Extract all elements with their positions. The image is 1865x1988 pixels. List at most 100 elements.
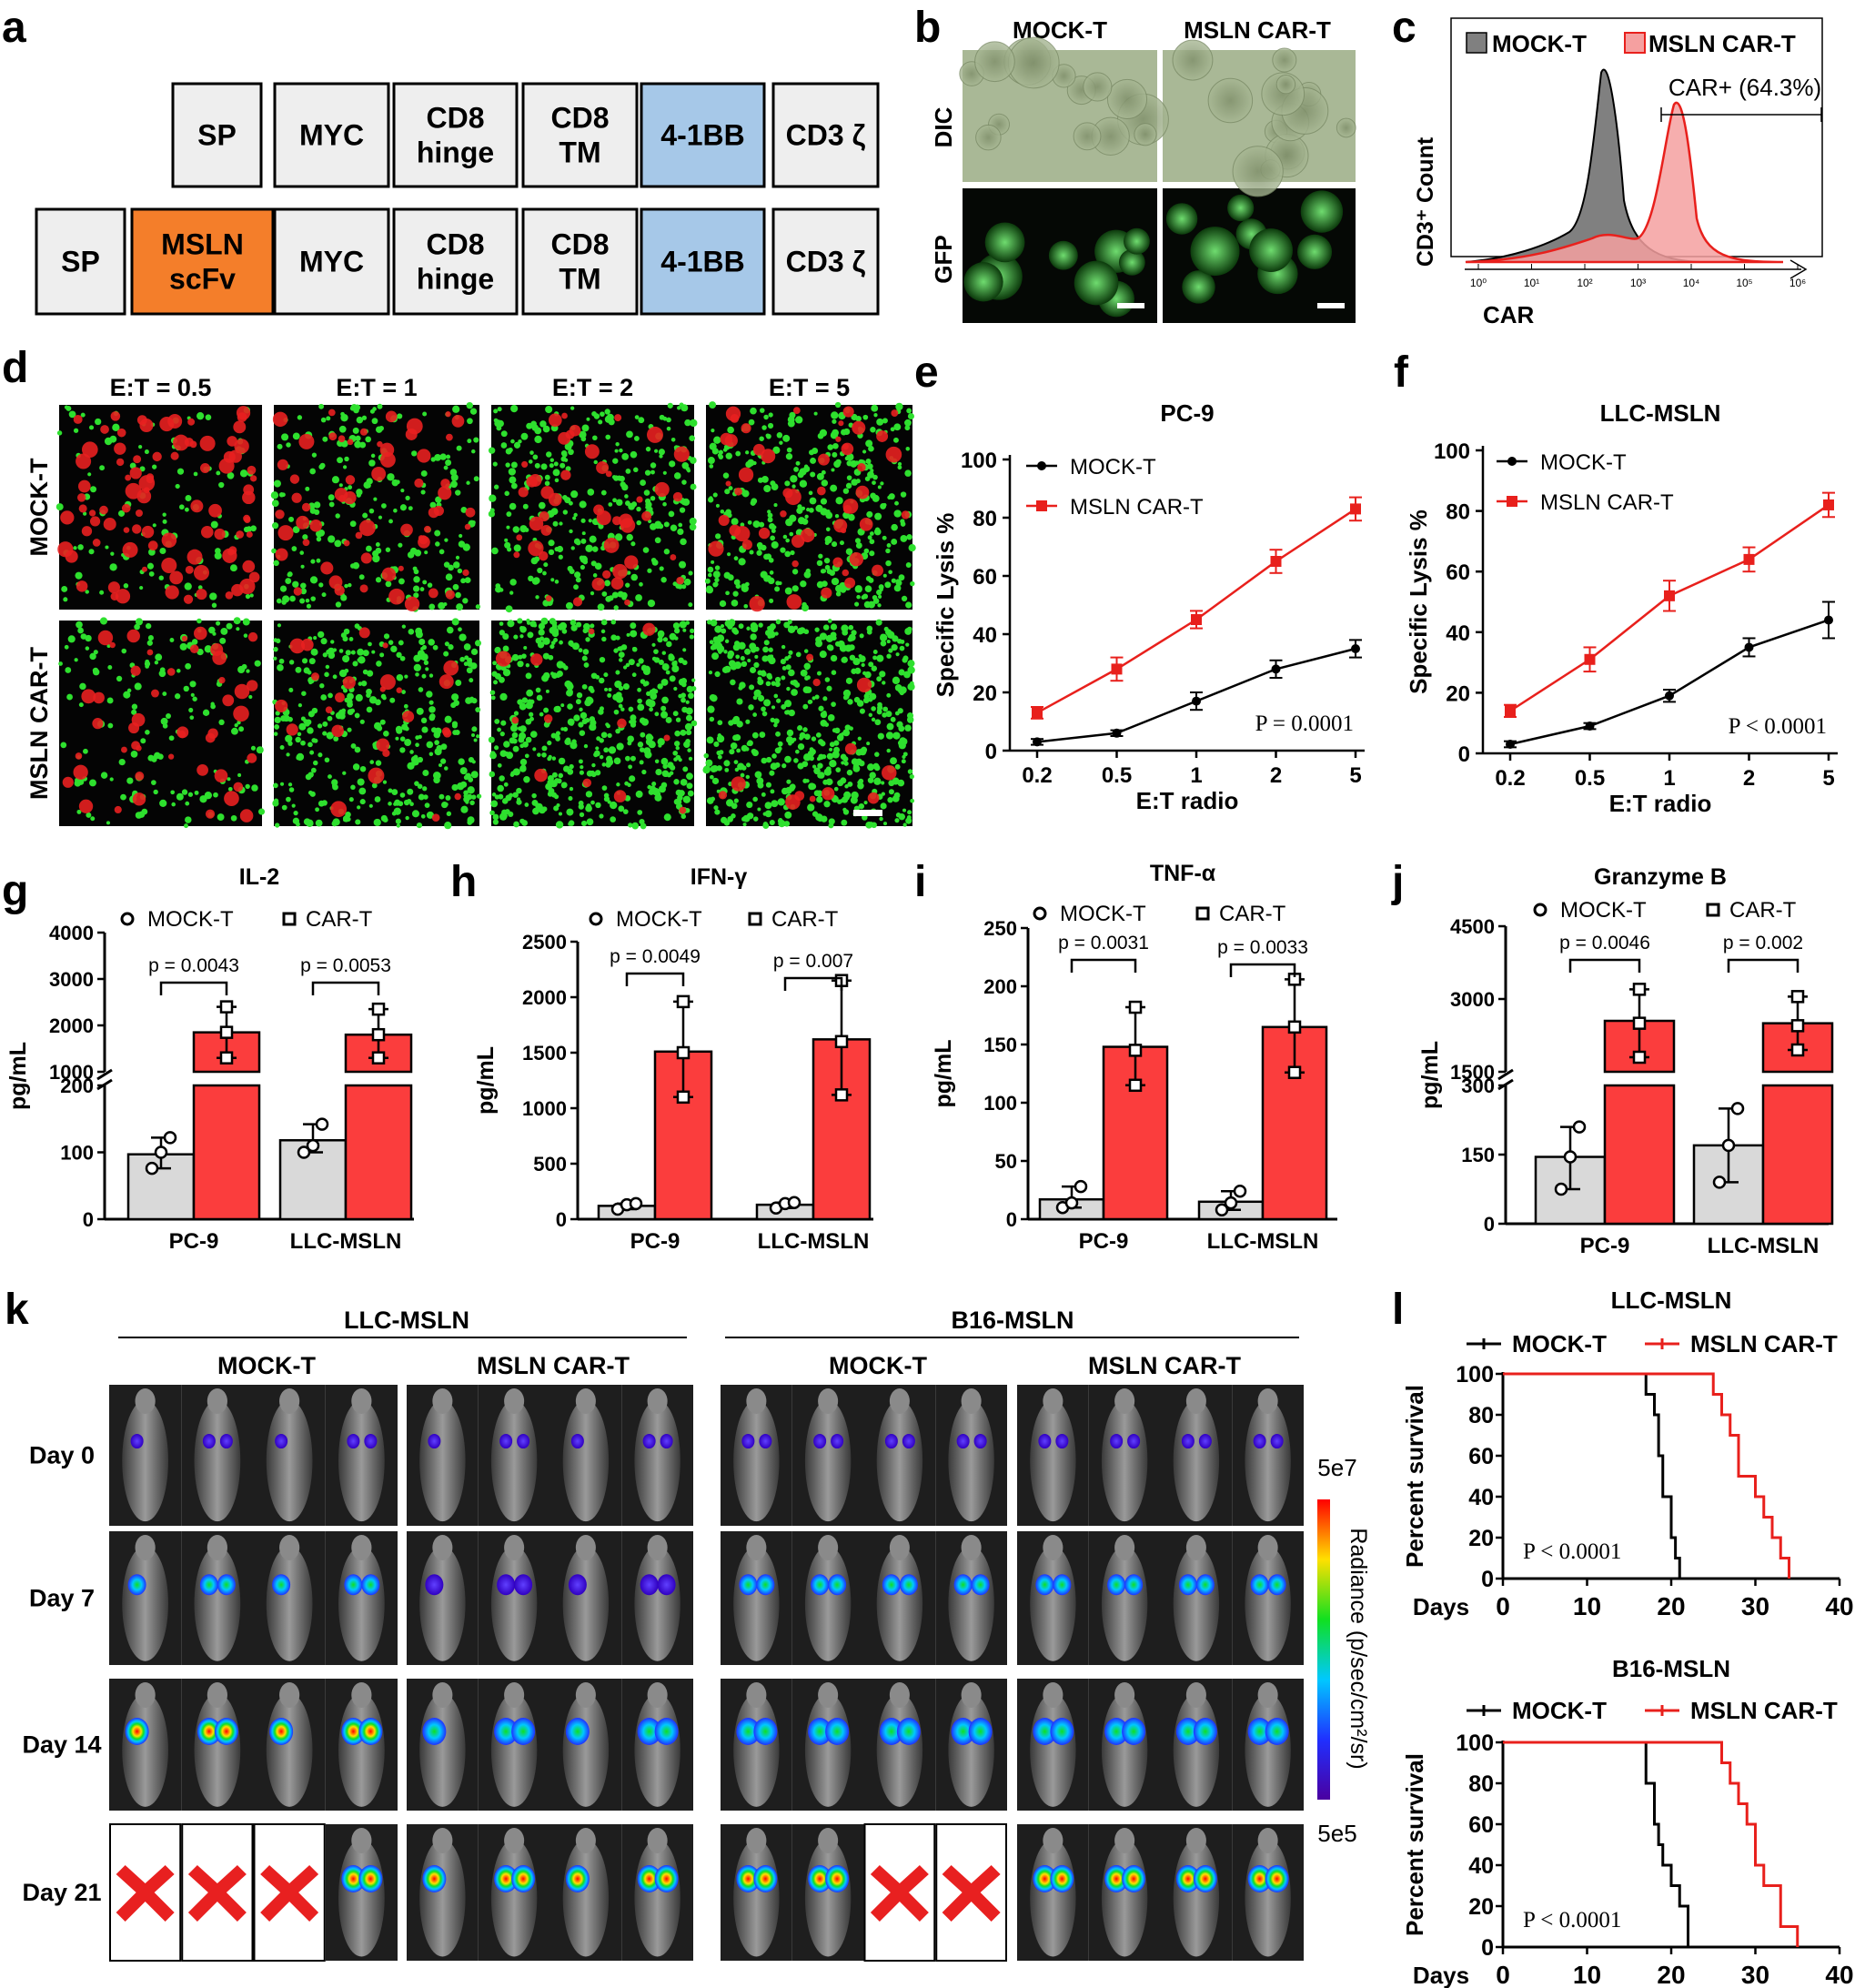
survival-curve (1503, 1372, 1681, 1579)
live-cell (789, 531, 794, 537)
live-cell (500, 720, 507, 726)
live-cell (854, 538, 862, 544)
live-cell (257, 808, 266, 815)
live-cell (680, 500, 688, 506)
live-cell (242, 618, 250, 626)
live-cell (724, 620, 732, 627)
p-value: p = 0.002 (1723, 933, 1803, 954)
live-cell (619, 448, 623, 453)
live-cell (827, 714, 835, 722)
target-cell (528, 540, 544, 557)
live-cell (219, 637, 227, 644)
target-cell (791, 560, 799, 568)
live-cell (858, 778, 864, 784)
dead-mark (187, 1865, 247, 1922)
tumor-signal (565, 1718, 590, 1745)
bar-lower (192, 1084, 261, 1221)
target-cell (446, 433, 453, 441)
live-cell (741, 584, 750, 592)
tumor-signal (570, 1433, 584, 1449)
live-cell (463, 643, 471, 651)
live-cell (824, 564, 831, 570)
target-cell (428, 588, 439, 599)
target-cell (62, 776, 74, 788)
target-cell (302, 539, 310, 547)
live-cell (547, 740, 552, 746)
target-cell (569, 424, 581, 437)
target-cell (242, 490, 256, 505)
tick-label: 10⁵ (1736, 277, 1752, 289)
live-cell (705, 759, 713, 767)
live-cell (601, 762, 607, 767)
live-cell (740, 772, 745, 778)
live-cell (190, 692, 195, 697)
live-cell (813, 411, 818, 416)
live-cell (538, 622, 546, 631)
live-cell (709, 716, 715, 722)
live-cell (722, 472, 730, 479)
live-cell (582, 649, 590, 655)
live-cell (545, 451, 552, 458)
y-tick-label: 20 (973, 681, 997, 706)
target-cell (844, 577, 856, 589)
live-cell (549, 780, 558, 788)
live-cell (333, 736, 339, 742)
mouse-body (1173, 1546, 1220, 1661)
live-cell (572, 516, 577, 520)
live-cell (80, 412, 86, 418)
live-cell (340, 594, 348, 601)
live-cell (615, 728, 620, 734)
target-cell (77, 479, 91, 493)
live-cell (689, 634, 694, 640)
live-cell (234, 723, 238, 728)
target-cell (516, 534, 523, 541)
live-cell (354, 746, 361, 753)
live-cell (409, 750, 414, 754)
live-cell (388, 788, 393, 793)
live-cell (414, 781, 419, 786)
live-cell (830, 623, 838, 631)
live-cell (816, 580, 824, 589)
panel-letter: e (914, 348, 939, 397)
target-cell (400, 523, 413, 537)
live-cell (797, 504, 802, 510)
live-cell (537, 567, 543, 574)
live-cell (857, 736, 862, 741)
live-cell (581, 683, 588, 690)
live-cell (534, 556, 540, 562)
group-label: LLC-MSLN (344, 1307, 469, 1334)
live-cell (538, 501, 546, 510)
mouse-body (419, 1693, 466, 1807)
live-cell (537, 752, 541, 757)
target-cell (901, 510, 911, 520)
target-cell (193, 626, 207, 641)
live-cell (399, 655, 406, 661)
live-cell (368, 459, 376, 467)
live-cell (745, 774, 751, 780)
live-cell (331, 476, 340, 484)
live-cell (452, 405, 460, 413)
data-point (1632, 1016, 1647, 1030)
col-label: E:T = 5 (769, 374, 850, 401)
construct-box (130, 207, 275, 316)
live-cell (849, 644, 855, 651)
live-cell (745, 450, 750, 455)
live-cell (858, 802, 865, 810)
live-cell (761, 711, 768, 717)
target-cell (872, 564, 883, 577)
tumor-signal (657, 1574, 676, 1596)
live-cell (677, 406, 681, 410)
live-cell (655, 768, 662, 776)
live-cell (874, 512, 882, 520)
live-cell (872, 655, 878, 661)
y-axis-label: pg/mL (5, 1042, 31, 1110)
live-cell (610, 634, 618, 641)
live-cell (375, 577, 382, 583)
live-cell (273, 560, 279, 567)
live-cell (489, 771, 496, 778)
data-point (1790, 1019, 1805, 1033)
live-cell (746, 801, 753, 809)
x-tick-label: PC-9 (169, 1229, 219, 1254)
live-cell (189, 715, 195, 720)
